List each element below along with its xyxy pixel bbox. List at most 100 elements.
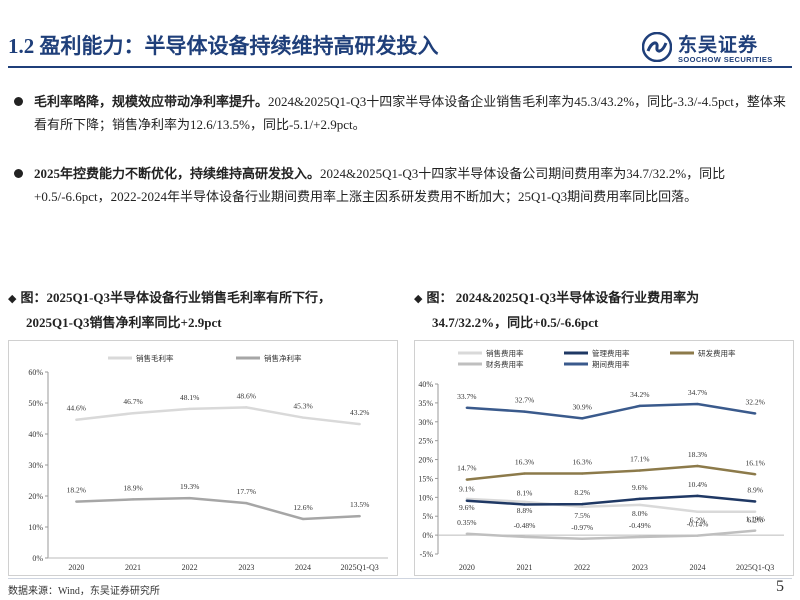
data-label: 48.6% [237,391,256,400]
data-point [465,532,469,535]
data-point [358,514,361,518]
right-caption-line1: 图： 2024&2025Q1-Q3半导体设备行业费用率为 [426,290,700,305]
data-point [580,537,584,540]
chart-frame [414,340,794,576]
data-label: 30.9% [572,402,591,411]
series-line [76,406,360,426]
y-tick-label: 30% [28,461,43,470]
y-tick-label: 0% [422,531,433,540]
x-tick-label: 2024 [295,563,311,572]
data-label: 43.2% [350,408,369,417]
data-label: 18.3% [688,450,707,459]
series-line [466,402,756,420]
bullet-text: 2025年控费能力不断优化，持续维持高研发投入。2024&2025Q1-Q3十四… [34,162,790,208]
data-label: 1.19% [745,515,764,524]
y-tick-label: 10% [418,493,433,502]
data-point [188,407,191,411]
x-tick-label: 2022 [574,563,590,572]
data-label: 16.3% [515,458,534,467]
data-label: 46.7% [123,397,142,406]
y-tick-label: 30% [418,418,433,427]
bullet-dot-icon [14,97,23,106]
data-point [131,412,135,415]
data-label: 18.9% [123,483,142,492]
legend-label: 销售净利率 [264,353,302,363]
data-point [753,473,757,476]
data-label: 34.7% [688,388,707,397]
data-label: 8.8% [517,506,533,515]
series-line [466,494,756,506]
data-point [188,496,191,500]
left-chart-caption: ◆ 图：2025Q1-Q3半导体设备行业销售毛利率有所下行， 2025Q1-Q3销… [8,286,398,334]
series-line [466,497,756,513]
y-tick-label: 40% [28,430,43,439]
data-point [696,534,699,537]
company-logo: 东吴证券 SOOCHOW SECURITIES [640,28,790,68]
data-point [75,418,78,421]
data-point [301,517,305,521]
data-label: 17.7% [237,487,256,496]
data-point [523,472,526,475]
legend-label: 管理费用率 [592,348,630,358]
data-point [358,422,361,426]
y-tick-label: 25% [418,437,433,446]
legend-label: 销售费用率 [486,348,524,358]
logo-text-en: SOOCHOW SECURITIES [678,55,773,64]
data-point [696,494,699,498]
data-point [465,499,469,502]
data-label: -0.49% [629,521,651,530]
legend-label: 研发费用率 [698,348,736,358]
data-label: 8.1% [517,489,533,498]
data-point [523,410,526,413]
data-label: 0.35% [457,518,476,527]
data-label: 12.6% [293,503,312,512]
bullet-body: 2024&2025Q1-Q3十四家半导体设备企业销售毛利率为45.3/43.2%… [34,94,786,132]
page-number: 5 [776,578,784,595]
data-label: 44.6% [67,404,86,413]
data-point [753,510,757,513]
x-tick-label: 2024 [690,563,706,572]
y-tick-label: 15% [418,474,433,483]
logo-mark-icon [642,32,672,62]
data-point [580,417,584,420]
y-tick-label: 20% [418,456,433,465]
data-label: 19.3% [180,482,199,491]
left-caption-line2: 2025Q1-Q3销售净利率同比+2.9pct [26,315,222,330]
data-label: 18.2% [67,486,86,495]
y-tick-label: 0% [32,554,43,563]
data-point [465,406,469,409]
data-point [696,464,699,468]
data-label: 9.1% [459,485,475,494]
data-label: 13.5% [350,500,369,509]
series-line [466,529,756,541]
chart-frame [8,340,398,576]
data-point [523,535,526,539]
data-label: 16.3% [572,458,591,467]
data-label: 6.2% [690,516,706,525]
data-point [638,503,642,507]
left-caption-line1: 图：2025Q1-Q3半导体设备行业销售毛利率有所下行， [20,290,332,305]
data-point [301,416,305,419]
data-point [131,498,135,501]
x-tick-label: 2020 [459,563,475,572]
x-tick-label: 2025Q1-Q3 [341,563,379,572]
margin-line-chart: 0% 10% 20% 30% 40% 50% 60% 2020 2021 2022 2023 2024… [8,340,398,576]
data-label: 32.2% [745,397,764,406]
x-tick-label: 2022 [182,563,198,572]
data-point [465,497,469,501]
data-label: 10.4% [688,480,707,489]
logo-text-cn: 东吴证券 [678,34,759,56]
data-label: 8.9% [747,485,763,494]
series-line [76,496,360,521]
data-point [638,497,642,501]
y-tick-label: -5% [420,550,434,559]
x-tick-label: 2020 [68,563,84,572]
data-point [753,500,757,503]
diamond-icon: ◆ [8,293,17,305]
data-point [638,535,642,539]
right-caption-line2: 34.7/32.2%，同比+0.5/-6.6pct [432,315,599,330]
y-tick-label: 35% [418,399,433,408]
bullet-dot-icon [14,169,23,178]
data-label: 32.7% [515,396,534,405]
footer-divider [8,578,792,579]
